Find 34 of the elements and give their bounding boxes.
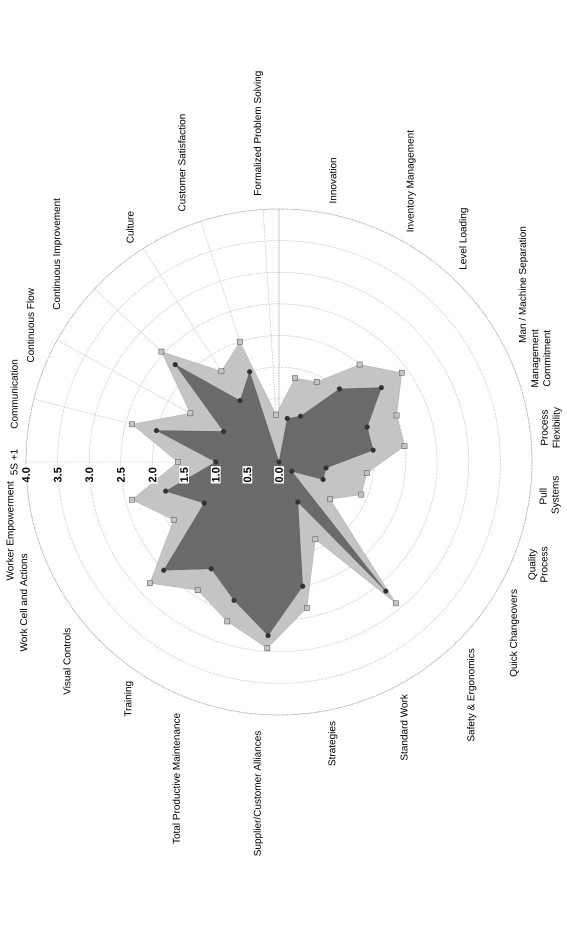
spoke-label: Customer Satisfaction	[178, 114, 186, 212]
y-tick-label: 2.0	[148, 468, 156, 482]
spoke-label: Pull Systems	[539, 476, 561, 514]
spoke-label: Management Commitment	[531, 329, 550, 387]
spoke-label: Communication	[10, 360, 18, 428]
y-tick-label: 1.5	[180, 468, 188, 482]
spoke-label: 5S +1	[10, 449, 18, 475]
spoke-label: Total Productive Maintenance	[172, 713, 180, 844]
spoke-label: Supplier/Customer Alliances	[253, 731, 263, 856]
spoke-label: Level Loading	[459, 208, 468, 269]
y-tick-label: 2.5	[116, 468, 125, 482]
spoke-label: Training	[124, 682, 134, 716]
spoke-label: Safety & Ergonomics	[467, 648, 476, 742]
spoke-label: Quality Process	[528, 546, 548, 582]
spoke-label: Formalized Problem Solving	[254, 71, 263, 195]
spoke-label: Inventory Management	[406, 130, 416, 232]
spoke-label: Worker Empowerment	[6, 481, 16, 580]
spoke-label: Process Flexibility	[540, 407, 562, 448]
spoke-label: Strategies	[328, 721, 338, 766]
spoke-label: Continuous Flow	[26, 288, 34, 362]
spoke-label: Quick Changeovers	[510, 589, 519, 676]
spoke-label: Culture	[126, 211, 134, 243]
spoke-label: Standard Work	[400, 694, 408, 760]
y-tick-label: 3.5	[54, 468, 62, 482]
spoke-label: Visual Controls	[63, 628, 70, 695]
y-tick-label: 1.0	[212, 468, 220, 482]
spoke-label: Man / Machine Separation	[518, 226, 528, 342]
y-tick-label: 4.0	[22, 468, 30, 482]
y-tick-label: 3.0	[85, 468, 94, 482]
spoke-label: Innovation	[329, 158, 336, 203]
y-tick-label: 0.5	[243, 468, 252, 482]
y-tick-label: 0.0	[275, 468, 283, 482]
spoke-label: Work Cell and Actions	[20, 554, 28, 652]
spoke-label: Continuous Improvement	[52, 198, 62, 310]
